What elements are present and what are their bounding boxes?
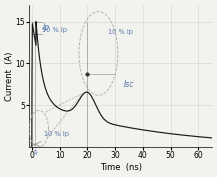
Y-axis label: Current  (A): Current (A) bbox=[5, 51, 14, 101]
Text: Ip: Ip bbox=[42, 23, 49, 32]
Text: $t_r$: $t_r$ bbox=[33, 147, 40, 158]
Text: 90 % Ip: 90 % Ip bbox=[42, 27, 67, 33]
Text: 10 % Ip: 10 % Ip bbox=[108, 29, 133, 35]
Text: Isc: Isc bbox=[123, 80, 134, 89]
X-axis label: Time  (ns): Time (ns) bbox=[100, 163, 141, 172]
Text: 10 % Ip: 10 % Ip bbox=[44, 131, 69, 137]
